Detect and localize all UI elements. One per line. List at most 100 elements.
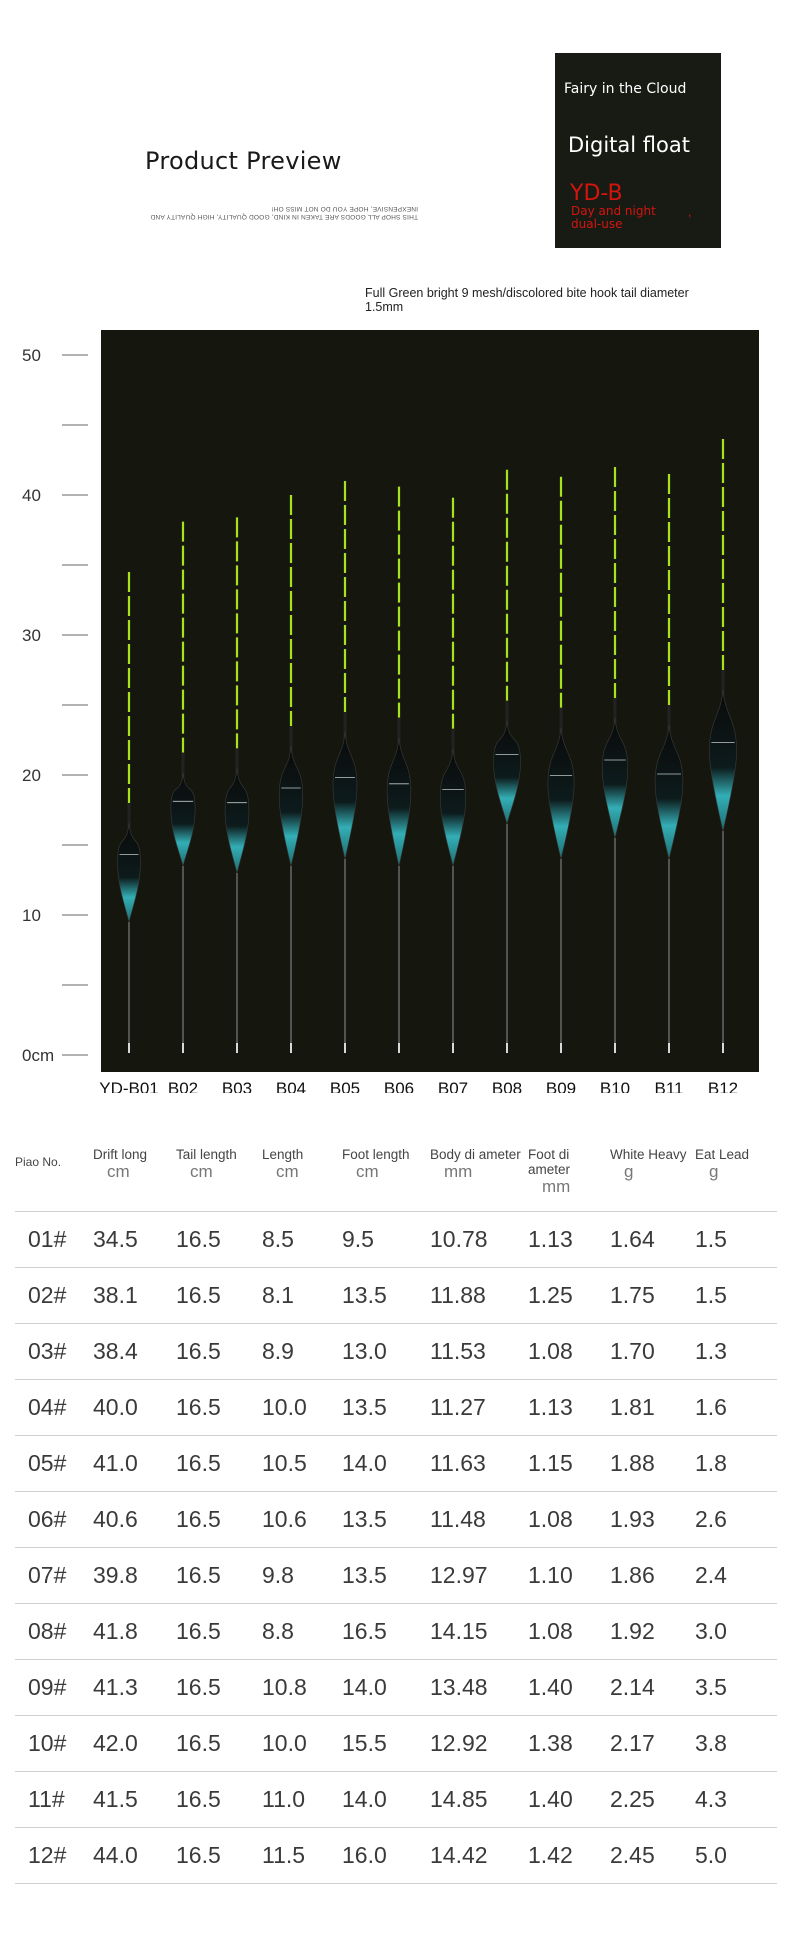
- table-cell: 11.88: [430, 1267, 528, 1324]
- brand-subtitle: Day and night dual-use: [571, 204, 656, 231]
- table-cell: 1.15: [528, 1435, 610, 1492]
- table-cell: 10.5: [262, 1435, 342, 1492]
- table-cell: 10.78: [430, 1211, 528, 1268]
- table-cell: 1.10: [528, 1547, 610, 1604]
- mirrored-shop-note: THIS SHOP ALL GOODS ARE TAKEN IN KIND, G…: [150, 205, 418, 220]
- table-cell: 11.27: [430, 1379, 528, 1436]
- table-cell: 11.63: [430, 1435, 528, 1492]
- float-YD-B01: [117, 572, 141, 1053]
- table-row: 08# 41.8 16.5 8.8 16.5 14.15 1.08 1.92 3.0: [15, 1603, 777, 1660]
- table-cell: 40.6: [93, 1491, 176, 1548]
- table-cell: 1.93: [610, 1491, 695, 1548]
- table-cell: 41.3: [93, 1659, 176, 1716]
- column-header: Foot length cm: [342, 1135, 430, 1212]
- x-tick-label: B08: [492, 1079, 522, 1093]
- float-B10: [601, 467, 629, 1053]
- table-row: 03# 38.4 16.5 8.9 13.0 11.53 1.08 1.70 1.3: [15, 1323, 777, 1380]
- table-body: 01# 34.5 16.5 8.5 9.5 10.78 1.13 1.64 1.5 02# 38.1…: [15, 1211, 777, 1884]
- x-tick-label: YD-B01: [99, 1079, 159, 1093]
- table-cell: 1.92: [610, 1603, 695, 1660]
- table-cell: 8.5: [262, 1211, 342, 1268]
- table-cell: 10.0: [262, 1379, 342, 1436]
- table-cell: 2.45: [610, 1827, 695, 1884]
- table-cell: 11.0: [262, 1771, 342, 1828]
- table-cell: 07#: [15, 1547, 93, 1604]
- table-cell: 2.6: [695, 1491, 777, 1548]
- brand-model: YD-B: [570, 181, 623, 206]
- table-cell: 3.8: [695, 1715, 777, 1772]
- float-B02: [170, 521, 196, 1053]
- float-length-chart: 0cm 10 20 30 40 50 YD-B01 B02 B03 B04 B05 B06 B07 B0…: [22, 330, 759, 1093]
- table-cell: 8.9: [262, 1323, 342, 1380]
- table-cell: 1.5: [695, 1211, 777, 1268]
- table-cell: 16.5: [176, 1715, 262, 1772]
- table-cell: 5.0: [695, 1827, 777, 1884]
- brand-name: Fairy in the Cloud: [564, 81, 687, 97]
- table-row: 04# 40.0 16.5 10.0 13.5 11.27 1.13 1.81 1.6: [15, 1379, 777, 1436]
- float-B11: [654, 474, 684, 1053]
- table-cell: 3.0: [695, 1603, 777, 1660]
- table-cell: 16.5: [176, 1379, 262, 1436]
- float-B04: [278, 495, 304, 1053]
- table-cell: 14.15: [430, 1603, 528, 1660]
- column-header-unit: mm: [444, 1162, 473, 1181]
- table-cell: 16.5: [176, 1659, 262, 1716]
- table-cell: 11.5: [262, 1827, 342, 1884]
- table-cell: 3.5: [695, 1659, 777, 1716]
- table-row: 11# 41.5 16.5 11.0 14.0 14.85 1.40 2.25 4.3: [15, 1771, 777, 1828]
- table-cell: 16.5: [176, 1547, 262, 1604]
- column-header-unit: cm: [276, 1162, 299, 1181]
- x-tick-label: B04: [276, 1079, 306, 1093]
- column-header-label: Body di ameter: [430, 1147, 521, 1162]
- column-header: Foot di ameter mm: [528, 1135, 610, 1212]
- table-row: 07# 39.8 16.5 9.8 13.5 12.97 1.10 1.86 2.4: [15, 1547, 777, 1604]
- x-tick-label: B03: [222, 1079, 252, 1093]
- column-header-unit: cm: [107, 1162, 130, 1181]
- table-cell: 34.5: [93, 1211, 176, 1268]
- table-cell: 13.48: [430, 1659, 528, 1716]
- brand-product-name: Digital float: [568, 133, 690, 157]
- table-cell: 10.0: [262, 1715, 342, 1772]
- spec-table: Piao No. Drift long cm Tail length cm Length c…: [15, 1135, 777, 1884]
- table-cell: 1.86: [610, 1547, 695, 1604]
- column-header-unit: g: [624, 1162, 634, 1181]
- table-cell: 08#: [15, 1603, 93, 1660]
- table-cell: 10.8: [262, 1659, 342, 1716]
- table-cell: 1.25: [528, 1267, 610, 1324]
- table-cell: 02#: [15, 1267, 93, 1324]
- column-header-label: Eat Lead: [695, 1147, 750, 1162]
- table-cell: 4.3: [695, 1771, 777, 1828]
- table-cell: 38.4: [93, 1323, 176, 1380]
- table-cell: 1.40: [528, 1659, 610, 1716]
- table-cell: 13.0: [342, 1323, 430, 1380]
- column-header-unit: mm: [542, 1177, 571, 1196]
- table-cell: 16.0: [342, 1827, 430, 1884]
- table-cell: 11.53: [430, 1323, 528, 1380]
- table-row: 12# 44.0 16.5 11.5 16.0 14.42 1.42 2.45 5.0: [15, 1827, 777, 1884]
- table-cell: 1.6: [695, 1379, 777, 1436]
- column-header: Piao No.: [15, 1135, 93, 1212]
- x-tick-label: B06: [384, 1079, 414, 1093]
- table-cell: 16.5: [176, 1771, 262, 1828]
- table-row: 01# 34.5 16.5 8.5 9.5 10.78 1.13 1.64 1.5: [15, 1211, 777, 1268]
- float-B07: [439, 497, 467, 1053]
- y-tick-label: 0cm: [22, 1046, 54, 1065]
- table-cell: 1.75: [610, 1267, 695, 1324]
- table-cell: 2.14: [610, 1659, 695, 1716]
- table-row: 05# 41.0 16.5 10.5 14.0 11.63 1.15 1.88 1.8: [15, 1435, 777, 1492]
- table-cell: 01#: [15, 1211, 93, 1268]
- table-row: 09# 41.3 16.5 10.8 14.0 13.48 1.40 2.14 3.5: [15, 1659, 777, 1716]
- table-row: 06# 40.6 16.5 10.6 13.5 11.48 1.08 1.93 2.6: [15, 1491, 777, 1548]
- table-cell: 03#: [15, 1323, 93, 1380]
- x-tick-label: B11: [655, 1079, 684, 1093]
- column-header-label: Foot di ameter: [528, 1147, 571, 1177]
- table-cell: 2.25: [610, 1771, 695, 1828]
- table-cell: 11#: [15, 1771, 93, 1828]
- table-cell: 39.8: [93, 1547, 176, 1604]
- x-tick-label: B09: [546, 1079, 576, 1093]
- column-header-label: White Heavy: [610, 1147, 687, 1162]
- table-cell: 12.97: [430, 1547, 528, 1604]
- table-cell: 1.3: [695, 1323, 777, 1380]
- table-cell: 16.5: [176, 1267, 262, 1324]
- table-cell: 1.70: [610, 1323, 695, 1380]
